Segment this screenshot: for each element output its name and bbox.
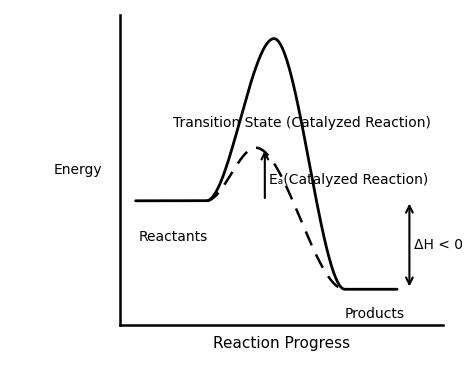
Text: Products: Products	[345, 307, 405, 321]
Text: Reactants: Reactants	[139, 230, 208, 244]
Text: Energy: Energy	[54, 163, 102, 177]
Text: Eₐ(Catalyzed Reaction): Eₐ(Catalyzed Reaction)	[269, 173, 428, 187]
X-axis label: Reaction Progress: Reaction Progress	[213, 336, 350, 351]
Text: Transition State (Catalyzed Reaction): Transition State (Catalyzed Reaction)	[173, 116, 430, 130]
Text: ΔH < 0: ΔH < 0	[414, 238, 463, 252]
